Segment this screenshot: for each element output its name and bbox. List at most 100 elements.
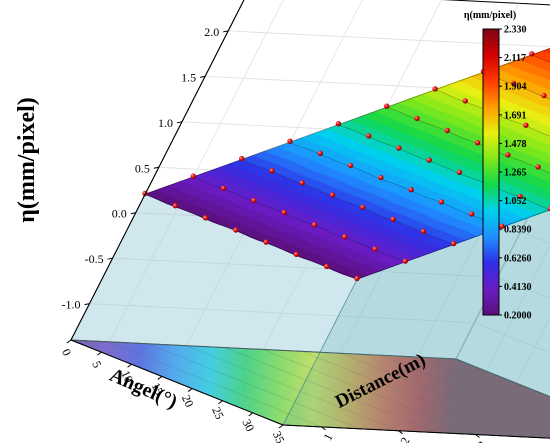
surface-rim	[143, 47, 550, 280]
angle-tick-label: 15	[149, 380, 167, 397]
surface-cell	[531, 188, 550, 197]
surface-cell	[540, 82, 550, 90]
distance-tick-label: 3	[474, 439, 489, 443]
data-point	[541, 92, 547, 99]
surface-cell	[546, 105, 550, 109]
colorbar-tick-label: 2.330	[504, 25, 527, 36]
surface-cell	[543, 140, 550, 146]
data-point	[220, 185, 227, 191]
surface-cell	[540, 129, 550, 136]
data-point	[396, 145, 402, 151]
angle-tick-label: 0	[59, 347, 74, 358]
angle-tick-mark	[66, 339, 72, 344]
data-point	[366, 133, 372, 139]
data-point	[372, 246, 378, 252]
angle-tick-mark	[278, 424, 284, 429]
data-point	[451, 240, 457, 247]
surface-cell	[544, 123, 550, 128]
data-point	[324, 263, 330, 270]
surface-cell	[531, 142, 550, 151]
surface-cell	[546, 151, 550, 155]
surface-cell	[529, 206, 550, 215]
data-point	[535, 164, 541, 170]
data-point	[335, 121, 342, 127]
angle-tick-mark	[248, 412, 254, 417]
surface-cell	[530, 96, 550, 105]
data-point	[474, 140, 481, 146]
surface-cell	[537, 70, 550, 79]
data-point	[293, 251, 300, 257]
data-point	[390, 216, 396, 222]
data-point	[432, 86, 438, 92]
data-point	[511, 80, 517, 87]
data-point	[299, 180, 305, 186]
distance-tick-label: 2	[397, 435, 412, 443]
angle-tick-label: 20	[179, 393, 197, 410]
colorbar-tick-label: 1.052	[504, 196, 527, 207]
angle-tick-mark	[218, 400, 223, 405]
surface-cell	[539, 191, 550, 200]
z-tick-mark	[84, 303, 90, 306]
z-tick-label: 1.0	[158, 116, 173, 130]
data-point	[402, 258, 408, 264]
colorbar-tick-label: 0.6260	[504, 253, 532, 264]
colorbar-tick-label: 0.4130	[504, 282, 532, 293]
data-point	[426, 157, 432, 163]
data-points	[142, 51, 550, 282]
data-point	[384, 103, 390, 109]
data-point	[547, 206, 550, 212]
surface-cell	[546, 198, 550, 201]
surface-cell	[538, 54, 550, 62]
angle-tick-label: 25	[209, 405, 227, 422]
surface-cell	[535, 135, 550, 144]
surface-cell	[534, 106, 550, 115]
data-point	[329, 192, 336, 198]
data-point	[523, 122, 529, 128]
data-point	[233, 227, 239, 233]
box-edge	[70, 0, 245, 341]
surface-cell	[538, 99, 550, 108]
z-tick-mark	[176, 121, 183, 124]
surface-cell	[543, 186, 550, 192]
data-point	[311, 222, 318, 228]
box-edge	[70, 339, 284, 426]
z-tick-label: 2.0	[204, 25, 219, 39]
surface-cell	[534, 152, 550, 161]
surface-cell	[538, 145, 550, 154]
surface-cell	[529, 67, 550, 76]
colorbar-tick-label: 1.691	[504, 110, 527, 121]
data-point	[505, 152, 511, 158]
z-tick-label: 0.0	[112, 207, 127, 221]
data-point	[263, 239, 269, 245]
surface-contour	[338, 124, 550, 211]
distance-tick-mark	[321, 426, 326, 431]
z-tick-label: -1.0	[61, 298, 80, 312]
surface-cell	[537, 163, 550, 172]
data-point	[202, 215, 209, 221]
data-point	[378, 174, 384, 181]
data-point	[190, 173, 196, 179]
surface-cell	[542, 94, 550, 100]
data-point	[420, 228, 427, 235]
angle-tick-mark	[96, 351, 102, 356]
surface-cell	[535, 180, 550, 189]
surface-cell	[533, 60, 550, 69]
angle-tick-mark	[157, 376, 163, 380]
surface-cell	[537, 117, 550, 126]
surface-contour	[241, 159, 454, 245]
colorbar-gradient	[482, 28, 500, 316]
surface-cell	[541, 65, 550, 72]
angle-tick-label: 5	[89, 359, 104, 370]
surface-cell	[534, 198, 550, 208]
data-point	[517, 193, 523, 200]
angle-tick-label: 35	[270, 429, 288, 443]
angle-tick-label: 30	[239, 417, 257, 434]
z-axis-ticks: -1.0 -0.5 0.0 0.5 1.0 1.5 2.0	[61, 25, 229, 312]
distance-tick-label: 1	[320, 431, 335, 443]
surface-cell	[541, 157, 550, 165]
data-point	[239, 155, 245, 162]
z-gridline	[228, 30, 550, 48]
data-point	[414, 115, 420, 122]
